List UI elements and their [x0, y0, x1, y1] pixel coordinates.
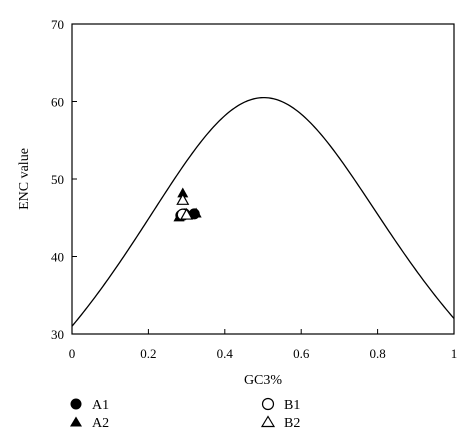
expected-enc-curve [71, 96, 455, 327]
legend-b2-marker [260, 415, 276, 428]
y-tick-label: 40 [51, 250, 64, 265]
x-tick-label: 0.4 [217, 346, 234, 361]
legend-item-b1: B1 [261, 397, 300, 413]
legend: A1 A2 B1 B2 [70, 397, 300, 431]
y-axis-title: ENC value [17, 148, 32, 210]
y-tick-label: 50 [51, 172, 64, 187]
legend-b1-label: B1 [284, 398, 300, 413]
x-axis-title: GC3% [244, 373, 282, 388]
legend-a2-label: A2 [92, 416, 109, 431]
legend-a1-label: A1 [92, 398, 109, 413]
legend-item-b2: B2 [260, 415, 300, 431]
point-b2 [180, 207, 194, 220]
legend-b1-marker [261, 397, 275, 411]
legend-a1-marker [70, 398, 82, 410]
point-a2 [190, 207, 202, 218]
legend-a2-marker [70, 416, 82, 427]
point-a2 [177, 187, 189, 198]
point-b2 [176, 193, 190, 205]
y-tick-label: 30 [51, 327, 64, 342]
legend-item-a1: A1 [70, 398, 109, 413]
x-tick-label: 0.2 [140, 346, 156, 361]
legend-item-a2: A2 [70, 416, 109, 431]
data-points [173, 187, 202, 222]
plot-frame [71, 23, 455, 335]
y-tick-label: 60 [51, 95, 64, 110]
x-tick-label: 0.6 [293, 346, 310, 361]
x-tick-label: 0.8 [369, 346, 385, 361]
x-tick-label: 1 [451, 346, 458, 361]
y-tick-label: 70 [51, 17, 64, 32]
axis-ticks: 0 0.2 0.4 0.6 0.8 1 30 40 50 60 70 [51, 17, 457, 361]
legend-b2-label: B2 [284, 416, 300, 431]
x-tick-label: 0 [69, 346, 76, 361]
